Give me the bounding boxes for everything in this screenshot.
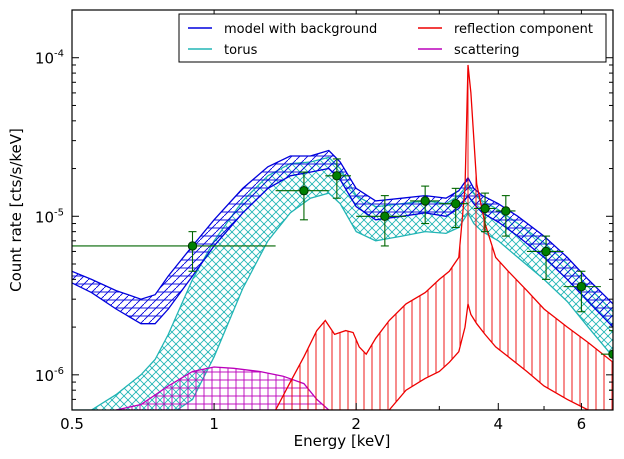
data-marker <box>332 171 342 181</box>
data-point <box>356 195 406 247</box>
x-tick-label: 4 <box>494 415 504 433</box>
data-point <box>325 158 351 199</box>
legend-label: model with background <box>224 22 377 37</box>
x-tick-label: 0.5 <box>60 415 84 433</box>
x-tick-label: 6 <box>577 415 587 433</box>
legend: model with background reflection componen… <box>178 13 607 63</box>
reflection-component-lower-line <box>275 303 613 410</box>
data-marker <box>187 241 198 251</box>
scattering-band <box>116 367 329 410</box>
y-tick-label: 10-6 <box>35 366 64 385</box>
data-marker <box>501 206 511 216</box>
legend-box <box>178 13 607 63</box>
model-with-background-lower-line <box>72 167 613 328</box>
data-point <box>275 171 329 221</box>
data-marker <box>299 185 309 196</box>
y-axis-label: Count rate [cts/s/keV] <box>7 128 25 292</box>
plot-frame <box>71 9 614 411</box>
legend-label: reflection component <box>454 22 593 37</box>
data-marker <box>541 246 551 257</box>
legend-label: torus <box>224 43 258 58</box>
data-points <box>72 158 613 391</box>
data-point <box>439 187 468 229</box>
x-axis-label: Energy [keV] <box>294 432 391 450</box>
reflection-component-band <box>275 65 613 410</box>
y-tick-label: 10-4 <box>35 49 64 68</box>
data-point <box>495 195 516 237</box>
data-marker <box>451 199 461 209</box>
torus-lower-line <box>72 192 613 410</box>
data-marker <box>480 203 490 214</box>
data-point <box>563 270 601 313</box>
data-marker <box>420 196 430 206</box>
data-point <box>526 235 564 280</box>
data-point <box>409 185 440 225</box>
data-point <box>72 231 276 272</box>
data-marker <box>380 211 390 221</box>
legend-label: scattering <box>454 43 520 58</box>
reflection-component-upper-line <box>275 64 613 410</box>
x-tick-label: 1 <box>209 415 219 433</box>
data-point <box>473 192 496 233</box>
y-tick-label: 10-5 <box>35 207 64 226</box>
axis-ticks: 0.5 1 2 4 6 10-6 10-5 10-4 <box>35 9 614 433</box>
x-tick-label: 2 <box>351 415 361 433</box>
data-marker <box>576 281 587 292</box>
